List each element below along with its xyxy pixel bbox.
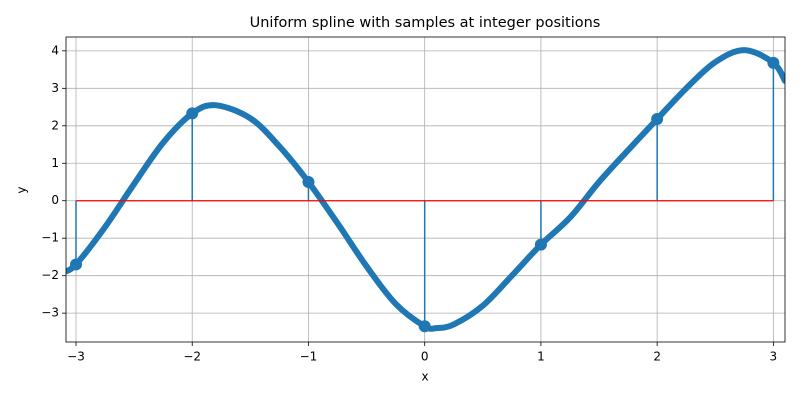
y-tick-label: −1 — [41, 231, 59, 245]
axes-frame — [65, 36, 786, 343]
x-tick-label: 3 — [770, 350, 778, 364]
x-tick-label: −3 — [67, 350, 85, 364]
plot-area — [66, 47, 785, 333]
y-tick-label: 1 — [51, 156, 59, 170]
y-axis-label: y — [15, 186, 29, 193]
sample-marker — [302, 176, 315, 189]
x-tick-label: 0 — [421, 350, 429, 364]
chart-title: Uniform spline with samples at integer p… — [250, 15, 601, 31]
x-axis-label: x — [421, 370, 428, 384]
y-tick-label: 3 — [51, 81, 59, 95]
x-tick-label: −1 — [300, 350, 318, 364]
x-tick-label: 2 — [653, 350, 661, 364]
sample-marker — [186, 107, 199, 120]
y-tick-label: −3 — [41, 306, 59, 320]
y-tick-label: 4 — [51, 43, 59, 57]
x-tick-label: 1 — [537, 350, 545, 364]
sample-marker — [534, 238, 547, 251]
sample-marker — [651, 113, 664, 126]
y-tick-label: 0 — [51, 193, 59, 207]
spline-curve — [66, 47, 785, 332]
sample-marker — [69, 258, 82, 271]
x-tick-label: −2 — [183, 350, 201, 364]
sample-marker — [767, 56, 780, 69]
y-tick-label: −2 — [41, 268, 59, 282]
sample-marker — [418, 320, 431, 333]
y-tick-label: 2 — [51, 118, 59, 132]
